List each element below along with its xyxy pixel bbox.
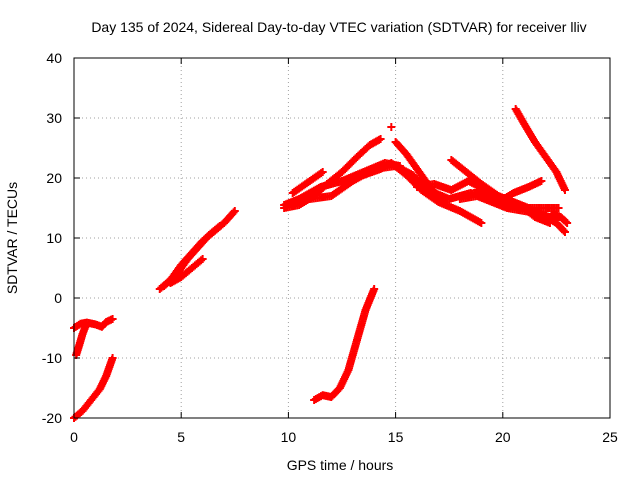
x-tick-label: 25 xyxy=(602,429,618,445)
y-tick-label: 20 xyxy=(46,170,62,186)
y-tick-label: 10 xyxy=(46,230,62,246)
y-tick-label: 30 xyxy=(46,110,62,126)
series-arc-12 xyxy=(387,123,396,131)
series-arc-20 xyxy=(541,210,572,227)
x-tick-label: 20 xyxy=(495,429,511,445)
x-tick-label: 5 xyxy=(177,429,185,445)
chart-title: Day 135 of 2024, Sidereal Day-to-day VTE… xyxy=(91,19,586,35)
series-arc-2 xyxy=(70,315,117,332)
y-tick-label: -10 xyxy=(42,350,62,366)
data-points xyxy=(70,105,572,422)
series-arc-18 xyxy=(494,177,546,206)
series-arc-1 xyxy=(70,354,117,422)
x-tick-label: 15 xyxy=(388,429,404,445)
y-tick-label: -20 xyxy=(42,410,62,426)
series-arc-19 xyxy=(511,105,569,194)
y-tick-label: 0 xyxy=(54,290,62,306)
y-axis-label: SDTVAR / TECUs xyxy=(4,182,20,294)
series-arc-11 xyxy=(338,159,404,185)
x-tick-label: 0 xyxy=(70,429,78,445)
y-tick-label: 40 xyxy=(46,50,62,66)
x-axis-label: GPS time / hours xyxy=(287,457,394,473)
axis-ticks: 0 5 10 15 20 25 -20 -10 0 10 20 30 40 xyxy=(42,50,618,445)
grid-lines xyxy=(74,58,610,418)
x-tick-label: 10 xyxy=(281,429,297,445)
series-arc-9 xyxy=(288,168,327,197)
series-arc-17 xyxy=(473,186,529,212)
series-arc-6 xyxy=(166,255,207,287)
series-arc-21 xyxy=(310,285,379,404)
